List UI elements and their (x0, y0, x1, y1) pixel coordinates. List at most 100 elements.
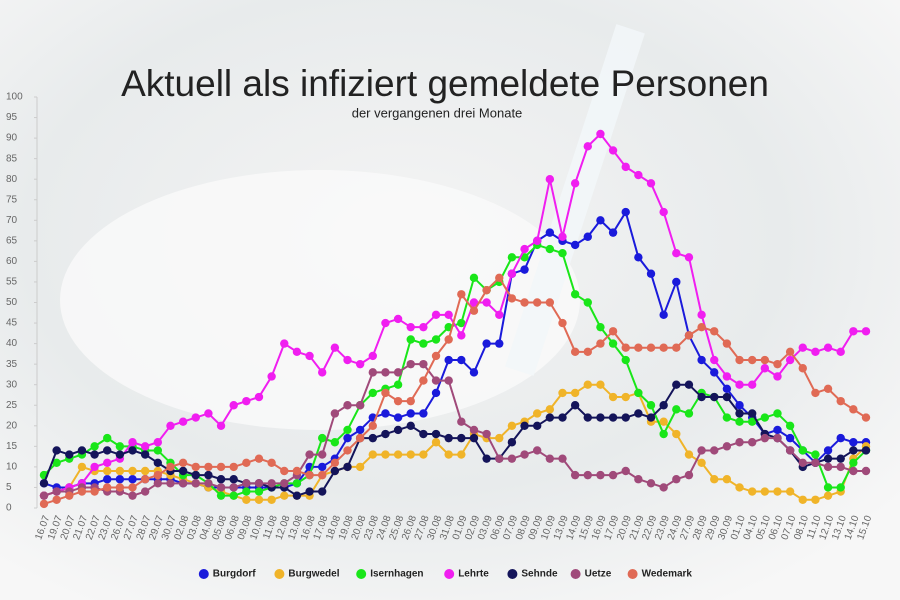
y-tick-label: 40 (6, 338, 18, 349)
data-point (722, 392, 732, 402)
data-point (697, 392, 706, 402)
data-point (735, 483, 744, 492)
data-point (545, 298, 555, 307)
data-point (204, 409, 213, 418)
data-point (495, 339, 504, 348)
data-point (343, 355, 352, 365)
data-point (444, 310, 453, 320)
data-point (381, 368, 390, 377)
data-point (103, 458, 112, 467)
data-point (406, 396, 415, 406)
data-point (343, 425, 352, 435)
data-point (469, 298, 479, 307)
data-point (697, 310, 706, 320)
data-point (785, 433, 795, 443)
data-point (482, 429, 491, 439)
data-point (684, 470, 694, 480)
data-point (368, 351, 377, 361)
chart-title: Aktuell als infiziert gemeldete Personen (121, 63, 769, 104)
data-point (735, 417, 744, 426)
data-point (811, 388, 820, 398)
data-point (77, 446, 87, 455)
data-point (583, 298, 592, 307)
data-point (254, 479, 264, 488)
data-point (178, 417, 188, 426)
data-point (672, 405, 681, 414)
data-point (77, 462, 87, 472)
data-point (583, 142, 592, 151)
data-point (798, 458, 807, 467)
data-point (773, 372, 782, 381)
data-point (621, 466, 630, 476)
data-point (52, 458, 61, 467)
data-point (849, 446, 858, 455)
data-point (634, 170, 643, 180)
data-point (444, 433, 453, 443)
data-point (760, 364, 770, 373)
data-point (153, 479, 163, 488)
data-point (103, 433, 112, 443)
data-point (431, 438, 441, 447)
data-point (836, 462, 845, 472)
data-point (533, 409, 542, 418)
y-tick-label: 90 (6, 133, 18, 144)
data-point (773, 425, 782, 435)
data-point (343, 433, 352, 443)
data-point (823, 483, 833, 492)
data-point (659, 343, 668, 352)
data-point (849, 466, 858, 476)
chart-subtitle: der vergangenen drei Monate (352, 105, 523, 120)
data-point (659, 310, 668, 320)
data-point (773, 359, 782, 369)
legend-label: Lehrte (458, 569, 489, 580)
data-point (596, 470, 605, 480)
data-point (140, 487, 150, 496)
data-point (393, 380, 403, 389)
data-point (646, 413, 656, 422)
y-tick-label: 20 (6, 420, 18, 431)
data-point (355, 425, 365, 435)
y-tick-label: 80 (6, 174, 18, 185)
data-point (861, 327, 871, 336)
data-point (533, 421, 542, 430)
y-tick-label: 5 (6, 482, 12, 493)
data-point (330, 343, 340, 352)
data-point (166, 421, 175, 430)
data-point (634, 253, 643, 262)
data-point (305, 351, 314, 361)
y-tick-label: 10 (6, 462, 18, 473)
data-point (153, 470, 163, 480)
data-point (140, 466, 150, 476)
data-point (570, 470, 580, 480)
data-point (292, 491, 302, 500)
data-point (507, 269, 517, 278)
data-point (710, 475, 719, 484)
data-point (634, 343, 643, 352)
data-point (545, 244, 555, 254)
data-point (773, 487, 782, 496)
data-point (798, 343, 807, 352)
data-point (785, 347, 795, 357)
data-point (785, 421, 795, 430)
y-tick-label: 60 (6, 256, 18, 267)
data-point (419, 429, 428, 439)
data-point (621, 207, 630, 217)
data-point (672, 380, 681, 389)
legend-label: Isernhagen (370, 569, 423, 580)
data-point (507, 438, 517, 447)
data-point (216, 475, 226, 484)
data-point (318, 450, 327, 459)
y-tick-label: 30 (6, 379, 18, 390)
data-point (77, 487, 87, 496)
data-point (419, 450, 428, 459)
data-point (419, 359, 428, 369)
data-point (140, 442, 150, 451)
data-point (393, 396, 403, 406)
data-point (469, 433, 479, 443)
data-point (672, 475, 681, 484)
data-point (861, 446, 871, 455)
legend-marker (356, 569, 367, 579)
data-point (710, 446, 719, 455)
data-point (507, 421, 517, 430)
data-point (140, 450, 150, 459)
